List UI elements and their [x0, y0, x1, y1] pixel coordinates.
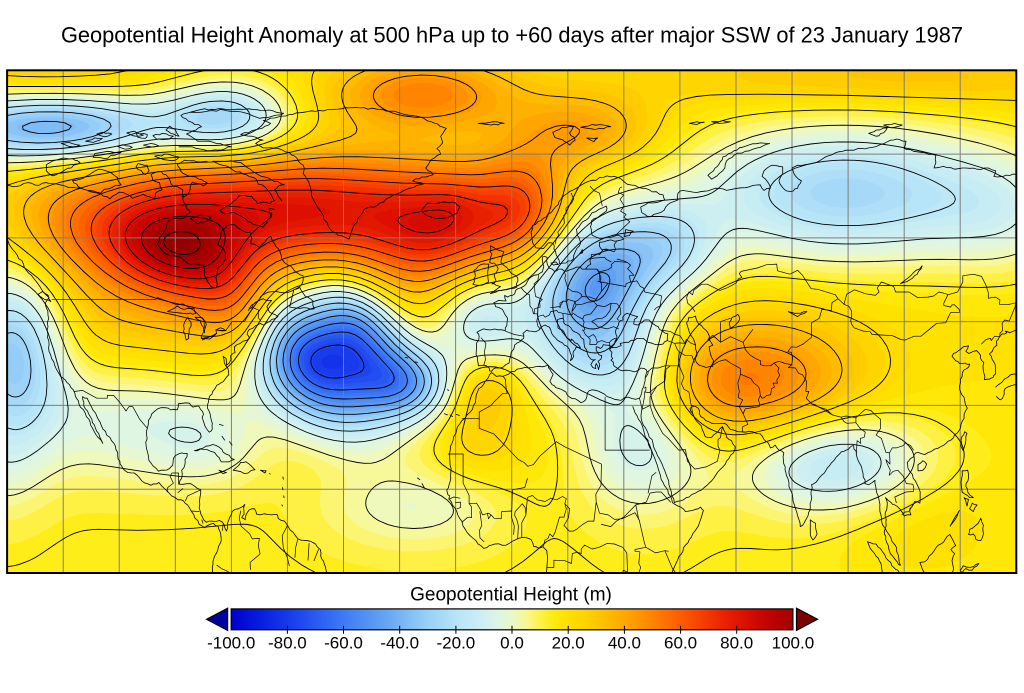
svg-text:100.0: 100.0: [772, 633, 815, 652]
svg-text:80.0: 80.0: [720, 633, 753, 652]
svg-text:0.0: 0.0: [500, 633, 524, 652]
svg-text:Geopotential Height Anomaly at: Geopotential Height Anomaly at 500 hPa u…: [61, 23, 963, 48]
svg-text:60.0: 60.0: [664, 633, 697, 652]
svg-text:-60.0: -60.0: [324, 633, 363, 652]
svg-text:Geopotential Height (m): Geopotential Height (m): [410, 584, 612, 605]
svg-text:-20.0: -20.0: [437, 633, 476, 652]
svg-text:-40.0: -40.0: [380, 633, 419, 652]
svg-text:-100.0: -100.0: [207, 633, 255, 652]
svg-text:20.0: 20.0: [552, 633, 585, 652]
svg-text:40.0: 40.0: [608, 633, 641, 652]
svg-text:-80.0: -80.0: [268, 633, 307, 652]
